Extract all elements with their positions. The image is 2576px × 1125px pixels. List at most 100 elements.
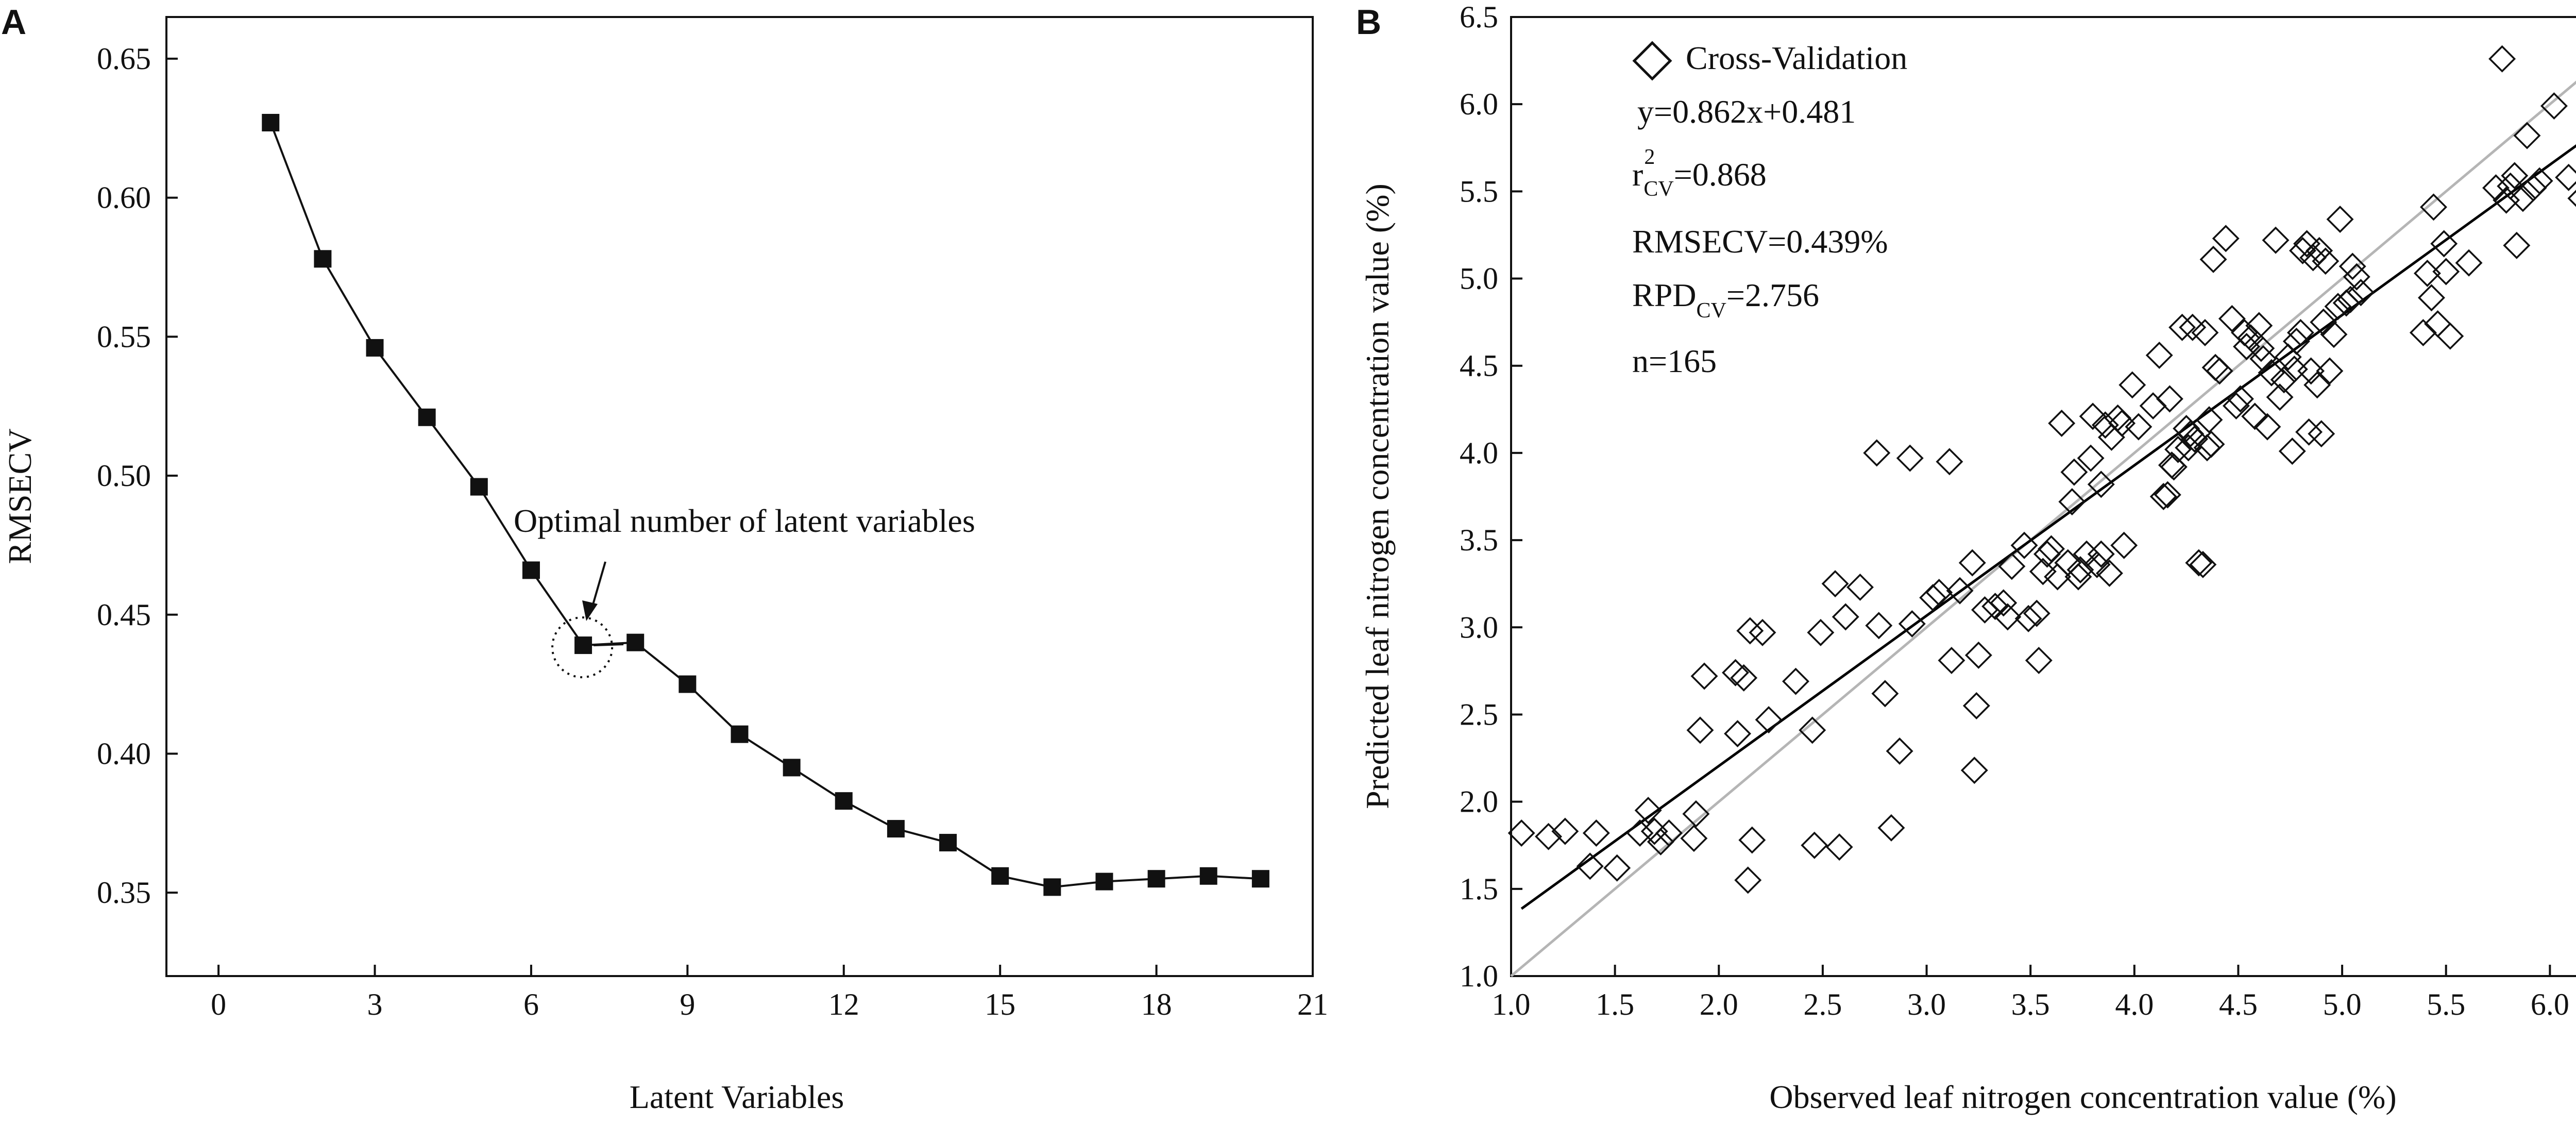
b-data-point — [2280, 356, 2308, 383]
b-data-point — [1582, 819, 1610, 847]
optimal-lv-annotation: Optimal number of latent variables — [514, 502, 975, 539]
b-data-point — [2197, 430, 2225, 458]
b-data-point — [2555, 163, 2576, 191]
b-data-point — [2526, 167, 2553, 195]
a-data-point — [887, 820, 905, 838]
b-data-point — [1730, 664, 1758, 692]
panel-a-y-axis-title: RMSECV — [2, 428, 38, 564]
a-x-tick-label: 6 — [523, 987, 539, 1021]
b-data-point — [2295, 418, 2323, 446]
b-data-point — [1990, 589, 2018, 617]
a-data-point — [1251, 870, 1269, 888]
b-data-point — [2347, 279, 2375, 307]
b-data-point — [2168, 313, 2196, 341]
b-data-point — [1946, 577, 1974, 605]
panel-a-x-axis: 0 3 6 9 12 15 18 21 — [211, 965, 1328, 1021]
b-y-tick-label: 6.5 — [1460, 0, 1498, 34]
a-y-tick-label: 0.60 — [97, 181, 151, 215]
legend-label: Cross-Validation — [1686, 40, 1907, 76]
panel-a-series — [262, 113, 1269, 896]
b-data-point — [2156, 385, 2183, 413]
b-data-point — [1825, 833, 1853, 861]
panel-b-plot-frame — [1510, 16, 2576, 977]
b-data-point — [2110, 531, 2138, 559]
b-data-point — [2164, 435, 2192, 463]
b-x-tick-label: 3.5 — [2011, 987, 2050, 1021]
b-x-tick-label: 6.0 — [2531, 987, 2569, 1021]
b-data-point — [2493, 186, 2520, 214]
annotation-arrow-head-icon — [582, 600, 598, 621]
b-data-point — [2338, 253, 2366, 280]
b-data-point — [2189, 550, 2217, 578]
panel-b-y-axis: 1.0 1.5 2.0 2.5 3.0 3.5 4.0 4.5 5.0 5.5 6.0 6.5 — [1460, 0, 1522, 993]
b-data-point — [1551, 817, 1579, 845]
b-data-point — [1507, 819, 1535, 847]
a-data-point — [314, 250, 332, 268]
panel-b: B 1.0 1.5 2.0 2.5 3.0 3.5 4.0 4.5 5.0 5.5 6.0 6.5 1… — [1356, 0, 2576, 1115]
b-data-point — [2293, 230, 2321, 258]
b-data-point — [2179, 313, 2207, 341]
b-data-point — [1686, 716, 1714, 744]
b-y-tick-label: 2.0 — [1460, 785, 1498, 819]
panel-a-plot-frame — [165, 16, 1314, 977]
b-data-point — [2253, 413, 2281, 441]
b-y-tick-label: 1.5 — [1460, 872, 1498, 906]
b-data-point — [1938, 647, 1965, 675]
b-data-point — [1807, 618, 1835, 646]
b-data-point — [1782, 667, 1809, 695]
b-data-point — [1799, 716, 1826, 744]
a-x-tick-label: 15 — [985, 987, 1015, 1021]
b-data-point — [2227, 385, 2254, 413]
a-y-tick-label: 0.40 — [97, 736, 151, 770]
b-data-point — [2567, 190, 2576, 207]
b-data-point — [2482, 174, 2510, 202]
panel-b-letter: B — [1356, 3, 1381, 42]
b-data-point — [2326, 206, 2354, 233]
b-y-tick-label: 3.5 — [1460, 523, 1498, 557]
b-data-point — [1801, 831, 1828, 859]
a-x-tick-label: 21 — [1297, 987, 1328, 1021]
b-data-point — [1896, 444, 1924, 472]
b-data-point — [2286, 318, 2314, 346]
b-data-point — [2087, 471, 2115, 498]
b-data-point — [2310, 308, 2337, 336]
b-data-point — [2160, 453, 2188, 481]
a-x-tick-label: 12 — [828, 987, 859, 1021]
b-data-point — [1821, 570, 1849, 598]
b-data-point — [1655, 819, 1683, 847]
a-data-point — [626, 633, 645, 651]
a-y-tick-label: 0.35 — [97, 876, 151, 910]
b-data-point — [1734, 866, 1762, 894]
b-data-point — [2320, 321, 2348, 348]
r2-base: r — [1632, 156, 1643, 193]
b-data-point — [1994, 603, 2022, 631]
b-data-point — [2420, 193, 2448, 221]
b-data-point — [1898, 610, 1926, 637]
r2-value: =0.868 — [1674, 156, 1767, 193]
annotation-pointer — [594, 643, 624, 647]
b-data-point — [1936, 448, 1963, 476]
b-data-point — [2436, 322, 2464, 350]
identity-line — [1510, 80, 2576, 977]
b-data-point — [2125, 413, 2153, 441]
b-data-point — [2303, 371, 2331, 399]
b-data-point — [2079, 402, 2107, 430]
b-data-point — [1535, 822, 1563, 850]
b-data-point — [2185, 549, 2213, 577]
b-data-point — [2409, 318, 2437, 346]
b-data-point — [1865, 612, 1893, 640]
b-data-point — [2139, 392, 2167, 420]
b-data-point — [2025, 647, 2053, 675]
b-data-point — [2324, 293, 2352, 321]
b-data-point — [1682, 800, 1710, 828]
b-data-point — [2455, 249, 2483, 277]
b-data-point — [2513, 122, 2541, 149]
rpd-base: RPD — [1632, 277, 1697, 313]
legend-diamond-icon — [1632, 41, 1672, 81]
b-data-point — [2014, 605, 2042, 632]
b-data-point — [2154, 481, 2181, 509]
a-data-point — [679, 675, 697, 693]
panel-b-legend: Cross-Validation — [1632, 40, 1907, 81]
b-data-point — [2501, 162, 2529, 190]
b-y-tick-label: 4.0 — [1460, 436, 1498, 470]
